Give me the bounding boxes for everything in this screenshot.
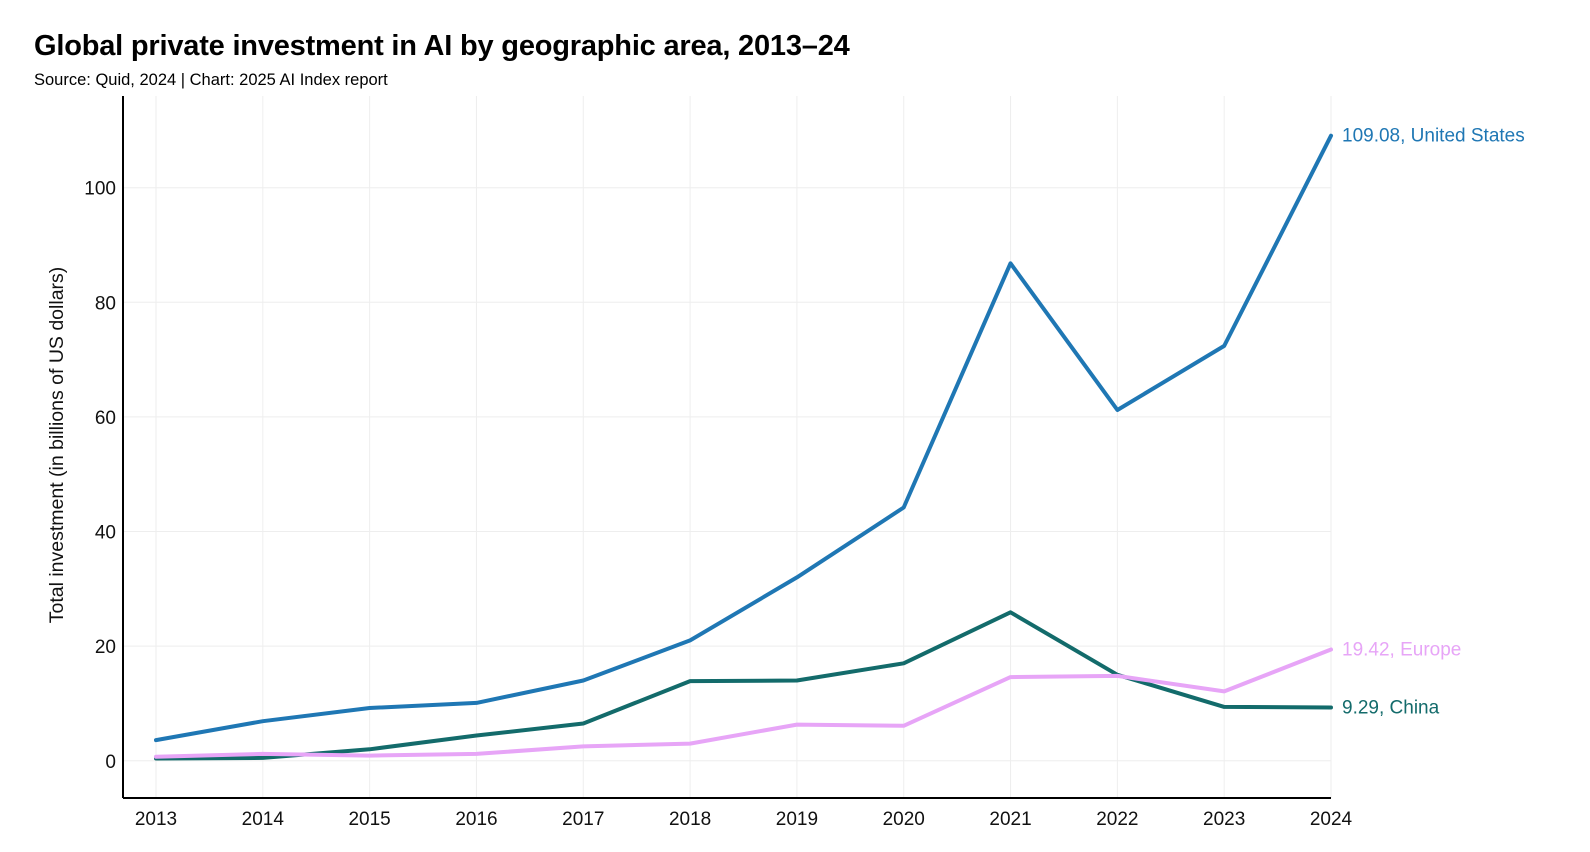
grid-lines [123,96,1332,798]
y-tick-label: 0 [105,752,116,773]
y-tick-label: 60 [95,408,116,429]
series-line-europe [154,647,1333,759]
series-line-china [154,610,1333,761]
y-tick-label: 100 [84,179,116,200]
x-tick-label: 2020 [883,809,925,830]
y-axis-label: Total investment (in billions of US doll… [46,267,68,624]
x-tick-label: 2021 [989,809,1031,830]
x-tick-label: 2019 [776,809,818,830]
chart-title: Global private investment in AI by geogr… [34,30,850,62]
x-tick-label: 2014 [242,809,285,830]
end-label-china: 9.29, China [1342,698,1440,719]
x-tick-labels: 2013 2014 2015 2016 2017 2018 2019 2020 2021 2022… [135,809,1353,830]
series-lines [154,133,1333,761]
series-end-labels: 109.08, United States 19.42, Europe 9.29, … [1342,126,1525,719]
x-tick-label: 2018 [669,809,711,830]
y-tick-labels: 0 20 40 60 80 100 [84,179,116,773]
chart-subtitle: Source: Quid, 2024 | Chart: 2025 AI Inde… [34,71,388,89]
x-tick-label: 2023 [1203,809,1245,830]
y-tick-label: 20 [95,637,116,658]
x-tick-label: 2017 [562,809,604,830]
x-tick-label: 2022 [1096,809,1138,830]
x-tick-label: 2015 [348,809,390,830]
x-tick-label: 2016 [455,809,497,830]
series-line-united-states [154,133,1333,743]
end-label-united-states: 109.08, United States [1342,126,1525,147]
x-tick-label: 2013 [135,809,177,830]
end-label-europe: 19.42, Europe [1342,639,1461,660]
axes [122,96,1331,799]
x-tick-label: 2024 [1310,809,1353,830]
y-tick-label: 40 [95,523,116,544]
y-tick-label: 80 [95,293,116,314]
